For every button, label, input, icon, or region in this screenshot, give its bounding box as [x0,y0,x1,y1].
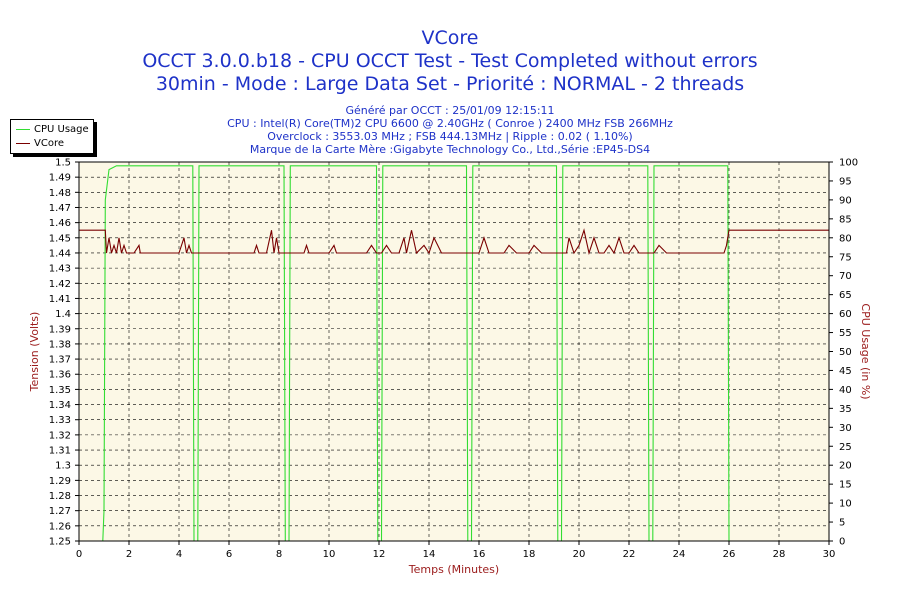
y-tick-label: 1.25 [49,537,71,548]
y2-tick-label: 30 [839,423,852,434]
plot-area [79,162,829,541]
x-tick-label: 22 [623,549,636,560]
y-tick-label: 1.36 [49,370,71,381]
legend-swatch-vcore [16,142,30,144]
y-tick-label: 1.34 [49,400,71,411]
y-tick-label: 1.45 [49,233,71,244]
y2-tick-label: 85 [839,214,852,225]
y-tick-label: 1.38 [49,339,71,350]
x-tick-label: 14 [423,549,436,560]
info-cpu: CPU : Intel(R) Core(TM)2 CPU 6600 @ 2.40… [227,117,673,130]
y-tick-label: 1.48 [49,188,71,199]
y-tick-label: 1.26 [49,521,71,532]
y-tick-label: 1.5 [55,158,71,169]
y-tick-label: 1.43 [49,264,71,275]
y-tick-label: 1.31 [49,446,71,457]
x-tick-label: 26 [723,549,736,560]
legend-item-cpu-usage: CPU Usage [16,123,89,136]
y-tick-label: 1.39 [49,324,71,335]
x-tick-label: 18 [523,549,536,560]
y2-tick-label: 45 [839,366,852,377]
y-tick-label: 1.4 [55,309,71,320]
chart-subtitle-test: OCCT 3.0.0.b18 - CPU OCCT Test - Test Co… [142,50,758,72]
y-tick-label: 1.42 [49,279,71,290]
chart-legend: CPU Usage VCore [10,119,94,154]
x-tick-label: 30 [823,549,836,560]
legend-label-cpu-usage: CPU Usage [34,124,89,135]
y-tick-label: 1.44 [49,248,71,259]
y-tick-label: 1.41 [49,294,71,305]
x-tick-label: 24 [673,549,686,560]
x-tick-label: 12 [373,549,386,560]
y2-tick-label: 100 [839,158,858,169]
x-tick-label: 4 [176,549,182,560]
y-tick-label: 1.29 [49,476,71,487]
y2-tick-label: 95 [839,176,852,187]
y-tick-label: 1.32 [49,430,71,441]
legend-swatch-cpu-usage [16,128,30,130]
y-tick-label: 1.3 [55,461,71,472]
info-motherboard: Marque de la Carte Mère :Gigabyte Techno… [249,143,651,156]
x-tick-label: 16 [473,549,486,560]
y-axis-label: Tension (Volts) [28,312,41,393]
y-tick-label: 1.33 [49,415,71,426]
y2-tick-label: 35 [839,404,852,415]
y2-tick-label: 70 [839,271,852,282]
y2-tick-label: 80 [839,233,852,244]
y-tick-label: 1.35 [49,385,71,396]
legend-item-vcore: VCore [16,137,64,150]
y-tick-label: 1.37 [49,355,71,366]
y2-tick-label: 55 [839,328,852,339]
y2-tick-label: 40 [839,385,852,396]
y2-tick-label: 60 [839,309,852,320]
y2-axis-label: CPU Usage (in %) [859,303,872,399]
y2-tick-label: 90 [839,195,852,206]
info-generated: Généré par OCCT : 25/01/09 12:15:11 [345,104,555,117]
y2-tick-label: 10 [839,499,852,510]
x-tick-label: 2 [126,549,132,560]
x-axis-label: Temps (Minutes) [408,563,499,576]
y2-tick-label: 0 [839,537,845,548]
chart-subtitle-mode: 30min - Mode : Large Data Set - Priorité… [155,73,745,95]
x-tick-label: 10 [323,549,336,560]
y2-tick-label: 5 [839,518,845,529]
series-line-vcore [79,228,829,256]
x-tick-label: 20 [573,549,586,560]
y-tick-label: 1.28 [49,491,71,502]
chart-title: VCore [421,27,479,49]
y2-tick-label: 50 [839,347,852,358]
y-tick-label: 1.46 [49,218,71,229]
y-tick-label: 1.49 [49,173,71,184]
x-tick-label: 8 [276,549,282,560]
x-tick-label: 0 [76,549,82,560]
x-tick-label: 6 [226,549,232,560]
y2-tick-label: 25 [839,442,852,453]
y2-tick-label: 65 [839,290,852,301]
y-tick-label: 1.47 [49,203,71,214]
y2-tick-label: 75 [839,252,852,263]
y2-tick-label: 20 [839,461,852,472]
y-tick-label: 1.27 [49,506,71,517]
y2-tick-label: 15 [839,480,852,491]
legend-label-vcore: VCore [34,138,64,149]
info-overclock: Overclock : 3553.03 MHz ; FSB 444.13MHz … [267,130,633,143]
x-tick-label: 28 [773,549,786,560]
